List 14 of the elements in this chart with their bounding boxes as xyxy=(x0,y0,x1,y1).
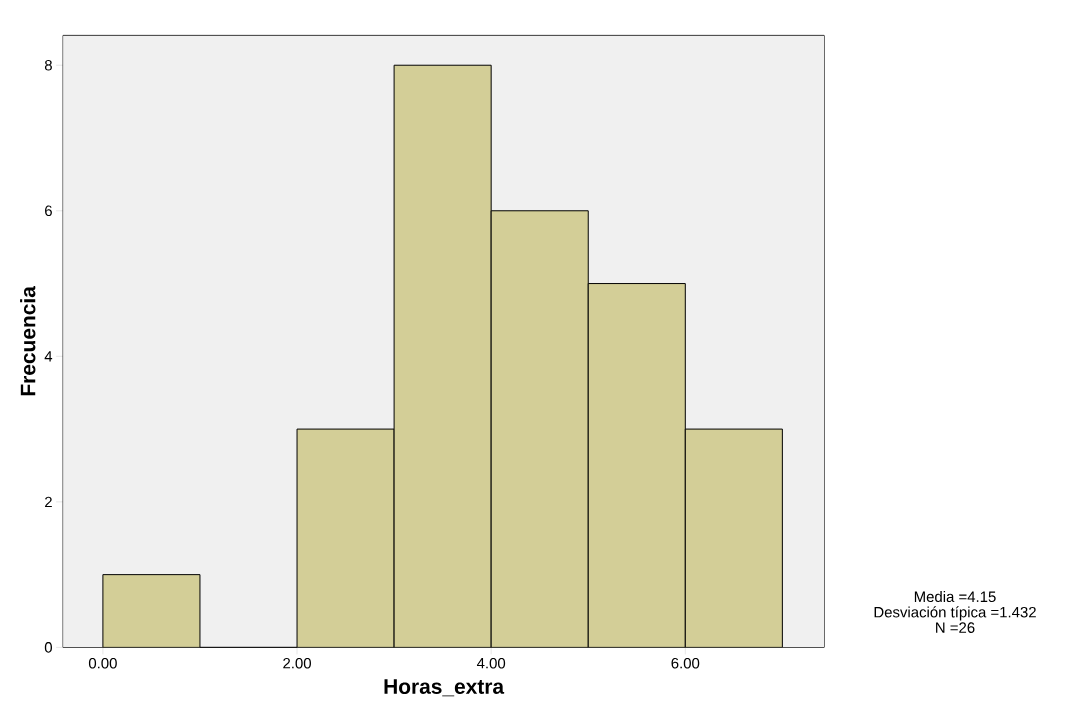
text: Media =4.15 xyxy=(914,591,996,603)
y-tick-label: 0 xyxy=(44,642,52,653)
x-tick-label: 2.00 xyxy=(283,657,311,669)
y-tick-label: 2 xyxy=(45,496,52,508)
x-tick-label: 4.00 xyxy=(476,657,506,669)
x-axis-title: Horas_extra xyxy=(384,679,505,697)
text: N =26 xyxy=(936,622,975,633)
x-tick-label: 0.00 xyxy=(88,657,117,669)
y-axis-title: Frecuencia xyxy=(20,286,36,396)
text: Desviación típica =1.432 xyxy=(874,606,1036,621)
y-tick-label: 4 xyxy=(44,351,53,362)
x-tick-label: 6.00 xyxy=(671,657,700,669)
y-tick-label: 6 xyxy=(45,205,52,217)
y-tick-label: 8 xyxy=(44,59,52,71)
